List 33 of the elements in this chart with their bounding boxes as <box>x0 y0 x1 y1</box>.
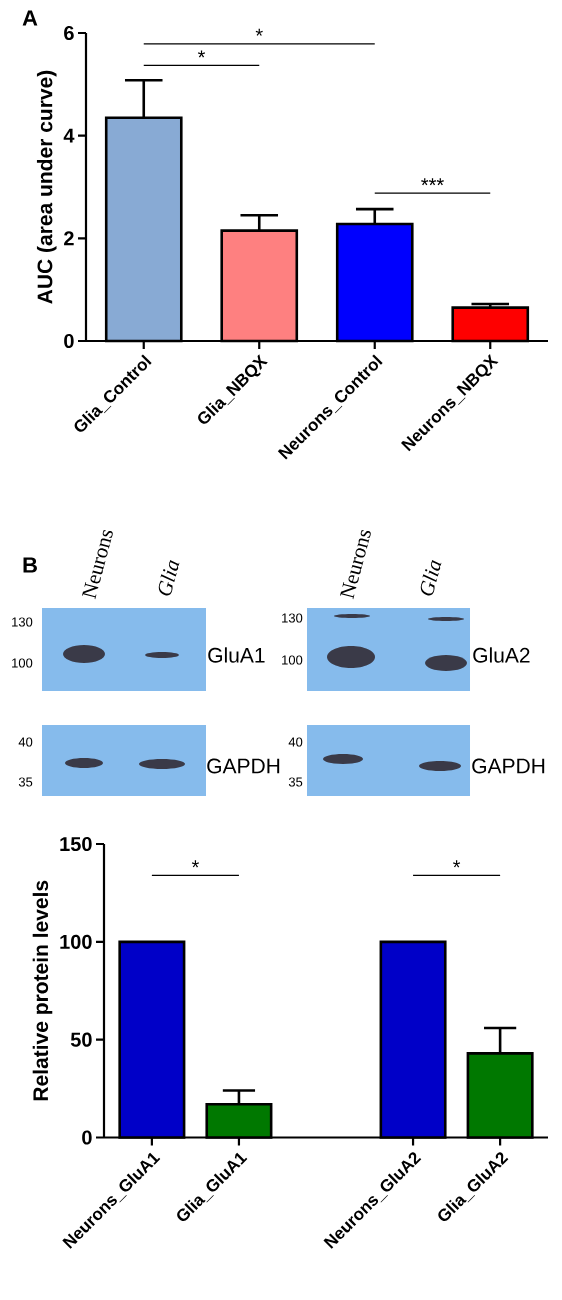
text: GAPDH <box>472 758 545 774</box>
y-tick-label: 100 <box>60 934 92 949</box>
text: 40 <box>18 737 33 747</box>
y-axis-title: Relative protein levels <box>32 880 53 1101</box>
text: Neurons <box>81 530 113 600</box>
text: GAPDH <box>207 758 280 774</box>
annotation: * <box>191 860 199 868</box>
text: GluA2 <box>473 647 530 663</box>
text: 35 <box>18 777 33 787</box>
text: 100 <box>282 655 303 665</box>
text: Glia <box>158 559 180 596</box>
annotation: *** <box>421 178 444 186</box>
text: Neurons <box>339 530 371 600</box>
y-tick-label: 0 <box>82 1130 92 1145</box>
text: GluA1 <box>208 647 265 663</box>
text: 40 <box>288 737 303 747</box>
text: 100 <box>12 658 33 668</box>
annotation: * <box>197 50 206 58</box>
y-tick-label: 0 <box>64 333 74 349</box>
text: 35 <box>288 777 303 787</box>
annotation: * <box>255 28 263 36</box>
text: B <box>23 557 37 573</box>
y-tick-label: 50 <box>70 1032 92 1047</box>
y-tick-label: 6 <box>64 25 74 41</box>
text: 130 <box>282 613 303 623</box>
y-tick-label: 150 <box>60 836 92 852</box>
text: 130 <box>12 617 33 627</box>
y-tick-label: 4 <box>63 128 75 143</box>
y-tick-label: 2 <box>64 231 74 246</box>
text: A <box>22 10 38 26</box>
text: Glia <box>420 559 442 596</box>
annotation: * <box>453 860 461 868</box>
y-axis-title: AUC (area under curve) <box>36 70 57 304</box>
